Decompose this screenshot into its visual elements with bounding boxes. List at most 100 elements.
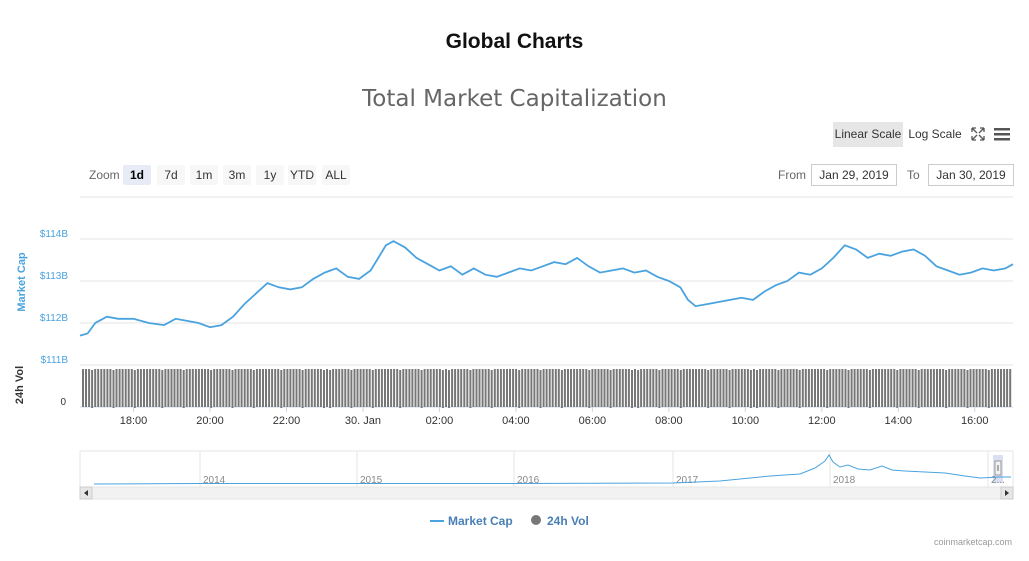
volume-bar [981,369,984,407]
volume-bar [887,369,890,407]
zoom-button-1d[interactable]: 1d [123,165,151,185]
zoom-button-1m[interactable]: 1m [190,165,218,185]
volume-bar [210,370,213,408]
linear-scale-button[interactable]: Linear Scale [833,122,903,147]
scrollbar-track[interactable] [79,486,1014,500]
volume-bar [649,369,652,407]
volume-bar [603,369,606,407]
volume-bar [271,369,274,407]
volume-bar [396,369,399,407]
volume-bar [884,369,887,407]
volume-bar [103,369,106,407]
volume-bar [692,369,694,407]
volume-bar [469,370,472,408]
volume-bar [908,369,911,407]
y-tick-label: $111B [41,355,69,366]
volume-bar [798,370,801,408]
volume-bar [771,369,774,407]
volume-bar [197,369,200,407]
volume-bar [594,369,597,407]
volume-bar [932,369,935,407]
volume-bar [326,369,328,407]
volume-bar [466,369,469,407]
volume-bar [341,369,344,407]
volume-bar [567,369,569,407]
zoom-button-7d[interactable]: 7d [157,165,185,185]
volume-bar [222,369,225,407]
volume-bar [316,369,319,407]
volume-bar [820,369,823,407]
volume-bar [579,369,582,407]
volume-bar [121,369,124,407]
volume-bar [673,369,676,407]
legend-dot-icon [531,515,541,525]
zoom-button-1y[interactable]: 1y [256,165,284,185]
volume-bar [817,369,819,407]
hamburger-menu-icon[interactable] [993,126,1011,142]
volume-bar [307,369,310,407]
volume-bar [905,369,908,407]
volume-bar [365,369,368,407]
navigator-grid: 2014 2015 2016 2017 2018 2... [199,451,1005,487]
volume-bar [176,369,179,407]
volume-bar [478,369,481,407]
navigator-tick-label: 2017 [676,475,699,486]
volume-bar [390,369,393,407]
volume-bar [524,369,527,407]
volume-bar [893,369,896,407]
volume-bar [997,369,999,407]
volume-bar [841,369,844,407]
volume-bar [231,370,234,408]
volume-bar [332,369,335,407]
volume-bar [582,369,585,407]
legend-item-market-cap[interactable]: Market Cap [430,514,513,528]
volume-bar [993,369,996,407]
volume-bar [667,369,670,407]
legend-item-volume[interactable]: 24h Vol [531,514,589,528]
volume-series-bars [82,369,1012,408]
volume-bar [460,369,463,407]
zoom-button-ytd[interactable]: YTD [288,165,316,185]
volume-bar [920,369,923,407]
volume-bar [926,369,929,407]
volume-bar [731,369,734,407]
volume-bar [216,369,219,407]
volume-bar [289,369,292,407]
volume-bar [136,369,139,407]
x-tick-label: 06:00 [579,415,607,427]
volume-bar [942,369,945,407]
volume-bar [597,369,600,407]
volume-bar [191,369,194,407]
volume-bar [194,369,197,407]
to-date-input[interactable]: Jan 30, 2019 [928,164,1014,186]
volume-bar [972,369,975,407]
from-date-input[interactable]: Jan 29, 2019 [811,164,897,186]
volume-bar [862,369,865,407]
volume-bar [682,369,685,407]
volume-bar [1006,369,1009,407]
volume-bar [704,369,707,407]
volume-bar [859,369,862,407]
volume-bar [475,369,478,407]
volume-bar [292,369,295,407]
volume-bar [911,369,914,407]
navigator-tick-label: 2015 [360,475,383,486]
volume-bar [621,369,624,407]
volume-bar [493,369,496,407]
log-scale-button[interactable]: Log Scale [908,127,962,141]
volume-bar [323,370,325,408]
zoom-button-3m[interactable]: 3m [223,165,251,185]
navigator-tick-label: 2016 [517,475,540,486]
volume-bar [94,369,97,407]
volume-bar [801,369,804,407]
zoom-button-all[interactable]: ALL [322,165,350,185]
volume-bar [234,369,237,407]
volume-bar [768,369,771,407]
volume-bar [384,369,386,407]
watermark-credit[interactable]: coinmarketcap.com [933,537,1012,547]
volume-bar [426,369,429,407]
volume-bar [536,369,539,407]
volume-bar [975,369,978,407]
volume-bar [539,370,542,408]
fullscreen-icon[interactable] [970,126,986,142]
